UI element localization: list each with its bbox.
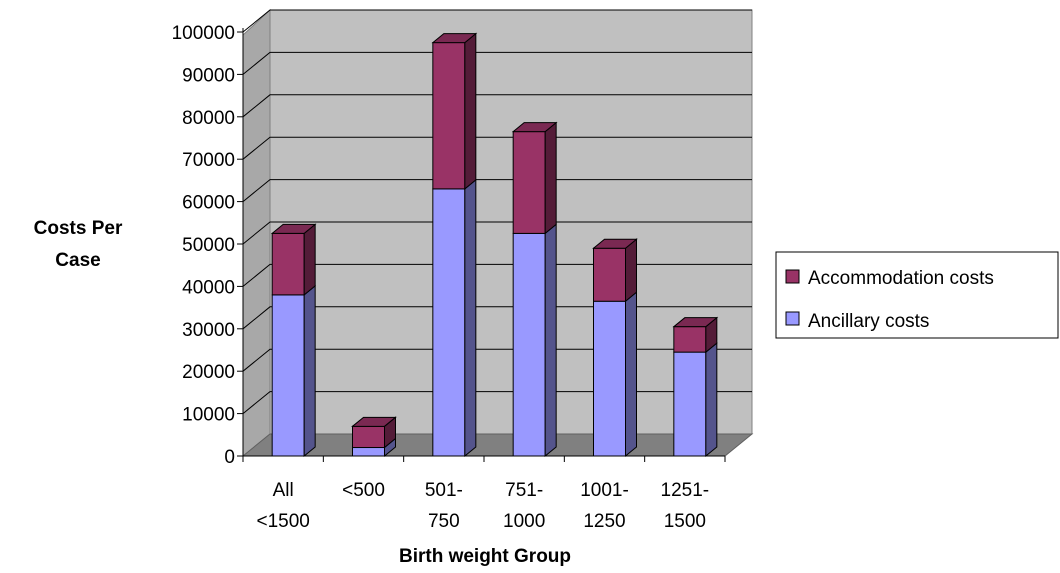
bar-ancillary-costs-2	[432, 178, 477, 458]
bar-top-accommodation-costs-1	[351, 416, 397, 427]
bar-ancillary-costs-5	[673, 342, 718, 458]
y-tick-label-100000: 100000	[172, 23, 235, 44]
gridline-60000	[242, 179, 752, 202]
gridline-80000	[242, 94, 752, 118]
bar-side-ancillary-costs-2	[464, 178, 477, 458]
bar-top-accommodation-costs-0	[270, 223, 317, 234]
gridline-90000	[242, 51, 752, 75]
x-tick-label-2: 501-750	[425, 480, 463, 532]
x-tick-label-1: <500	[342, 480, 385, 501]
bar-accommodation-costs-0	[270, 223, 317, 296]
gridline-50000	[242, 221, 752, 245]
gridlines	[242, 9, 752, 414]
gridline-100000	[242, 9, 752, 33]
legend-swatch-ancillary	[785, 311, 800, 326]
gridline-20000	[242, 348, 752, 372]
bar-accommodation-costs-3	[511, 121, 558, 235]
y-axis-title-line-1: Costs Per	[34, 218, 123, 239]
bar-top-accommodation-costs-4	[592, 238, 638, 249]
y-tick-label-40000: 40000	[182, 277, 235, 298]
gridline-30000	[242, 306, 752, 330]
bar-front-ancillary-costs-0	[271, 294, 305, 457]
bar-front-accommodation-costs-4	[593, 247, 626, 302]
y-tick-label-10000: 10000	[182, 405, 235, 426]
bar-front-accommodation-costs-1	[352, 425, 385, 449]
bar-accommodation-costs-2	[431, 32, 478, 190]
x-tick-label-3: 751-1000	[503, 480, 545, 532]
bar-front-accommodation-costs-2	[432, 42, 466, 190]
bar-accommodation-costs-1	[351, 416, 397, 449]
bar-ancillary-costs-3	[512, 223, 557, 458]
bar-front-ancillary-costs-2	[432, 188, 466, 457]
bar-top-accommodation-costs-3	[511, 122, 558, 133]
gridline-40000	[242, 263, 752, 287]
bar-front-accommodation-costs-5	[673, 326, 707, 353]
legend-label-accommodation: Accommodation costs	[808, 268, 994, 289]
y-tick-label-30000: 30000	[182, 320, 235, 341]
bar-top-accommodation-costs-5	[672, 317, 719, 328]
bar-front-ancillary-costs-4	[593, 300, 626, 457]
gridline-70000	[242, 136, 752, 160]
x-tick-labels: All <1500 <500 501-750 751-1000 1001-1250 1251…	[256, 480, 709, 532]
bar-front-ancillary-costs-3	[512, 232, 546, 457]
x-tick-label-4: 1001-1250	[580, 480, 629, 532]
x-tick-label-0: All <1500	[256, 480, 309, 532]
y-tick-label-60000: 60000	[182, 193, 235, 214]
y-tick-labels: 0 10000 20000 30000 40000 50000 60000 70000 8000…	[172, 23, 235, 468]
y-tick-label-70000: 70000	[182, 150, 235, 171]
bar-side-ancillary-costs-0	[303, 284, 316, 458]
bar-side-ancillary-costs-4	[625, 291, 637, 458]
bar-ancillary-costs-0	[271, 284, 316, 458]
y-tick-label-0: 0	[224, 447, 235, 468]
bar-ancillary-costs-4	[593, 291, 637, 458]
bar-top-accommodation-costs-2	[431, 33, 478, 44]
bars	[270, 32, 719, 458]
legend-box	[775, 251, 1059, 339]
bar-accommodation-costs-5	[672, 316, 719, 354]
y-tick-label-80000: 80000	[182, 108, 235, 129]
y-tick-label-50000: 50000	[182, 235, 235, 256]
bar-side-accommodation-costs-4	[625, 238, 637, 303]
axes	[237, 28, 726, 462]
bar-front-accommodation-costs-0	[271, 232, 305, 296]
y-tick-label-90000: 90000	[182, 65, 235, 86]
y-axis-title-line-2: Case	[55, 250, 100, 271]
legend-label-ancillary: Ancillary costs	[808, 311, 929, 332]
bar-side-ancillary-costs-5	[705, 342, 718, 458]
x-axis-title: Birth weight Group	[399, 546, 571, 567]
y-tick-label-20000: 20000	[182, 362, 235, 383]
legend: Accommodation costs Ancillary costs	[775, 251, 1059, 339]
legend-swatch-accommodation	[785, 269, 800, 284]
bar-accommodation-costs-4	[592, 238, 638, 303]
bar-front-ancillary-costs-5	[673, 351, 707, 457]
bar-front-ancillary-costs-1	[352, 447, 385, 457]
bar-front-accommodation-costs-3	[512, 131, 546, 234]
bar-side-ancillary-costs-3	[544, 223, 557, 458]
x-tick-label-5: 1251-1500	[661, 480, 710, 532]
bar-side-accommodation-costs-2	[464, 32, 477, 190]
bar-side-accommodation-costs-3	[544, 121, 557, 235]
bar-side-accommodation-costs-0	[303, 223, 316, 296]
gridline-10000	[242, 391, 752, 414]
